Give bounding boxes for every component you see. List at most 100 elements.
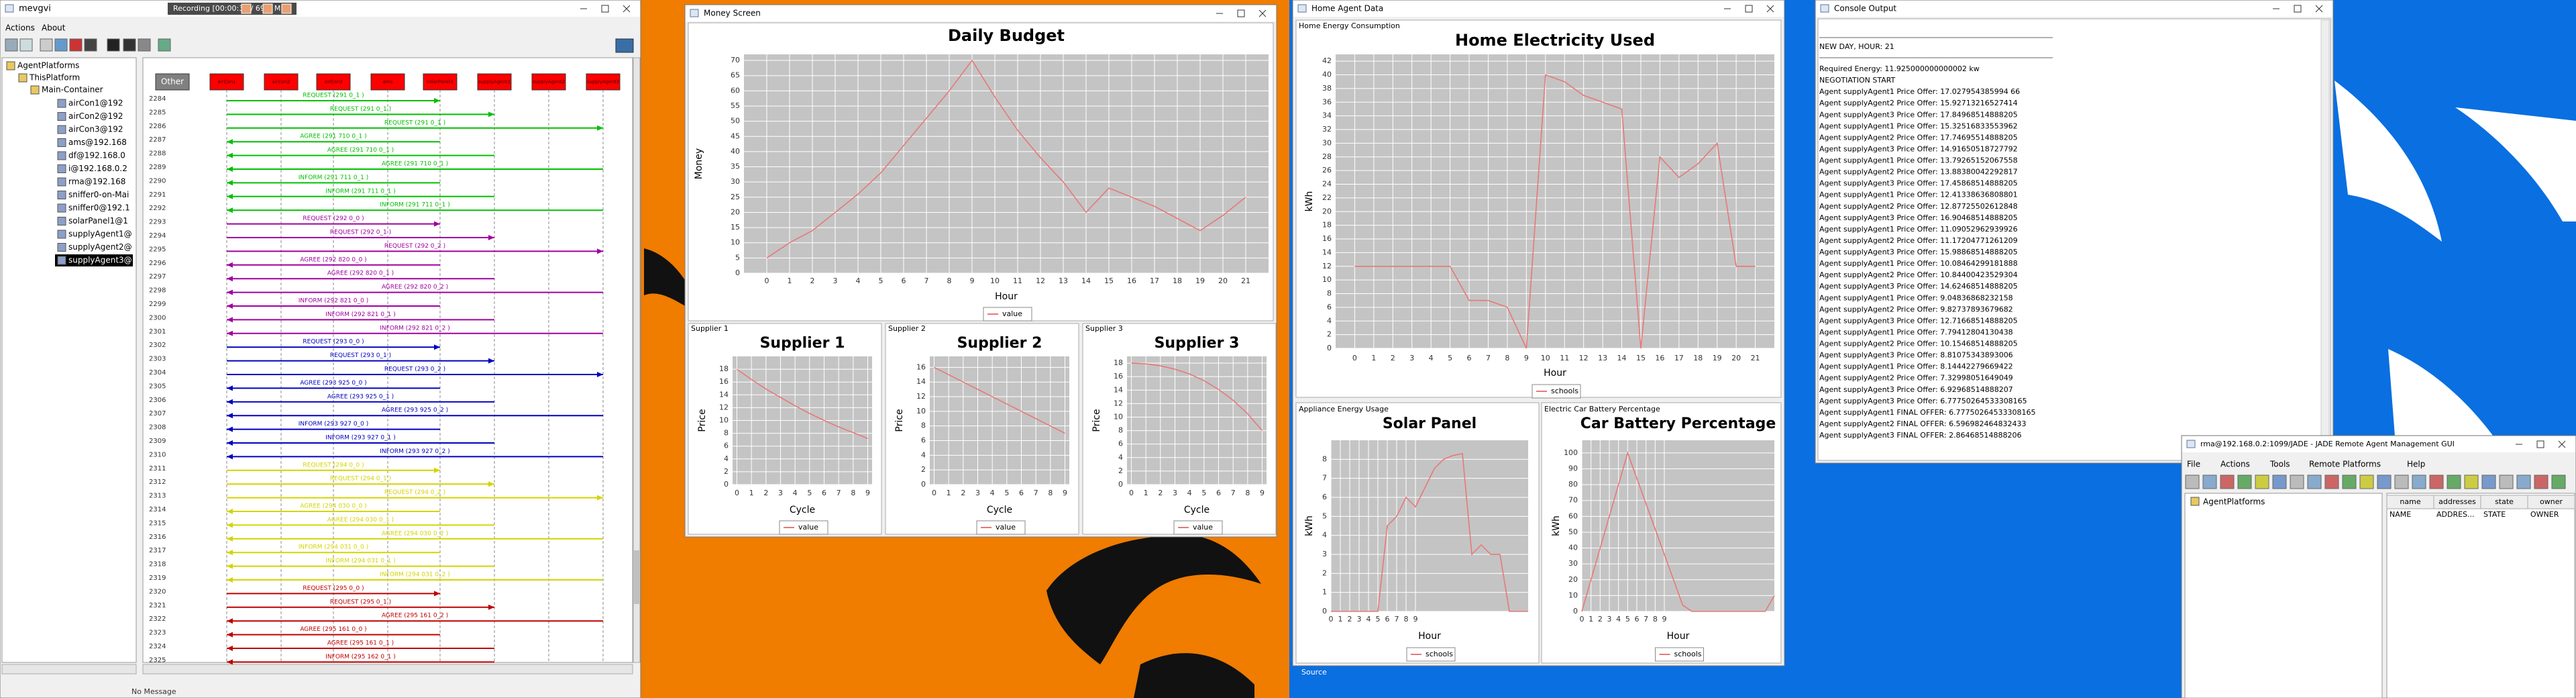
- status-bar: No Message: [131, 687, 176, 696]
- y-tick-label: 2: [1118, 466, 1123, 475]
- y-tick-label: 12: [916, 392, 926, 401]
- console-line: Agent supplyAgent1 Price Offer: 8.144422…: [1819, 362, 2013, 371]
- message-label: AGREE (295 161 0_2 ): [382, 613, 448, 619]
- x-tick-label: 5: [1201, 489, 1206, 497]
- window-title: rma@192.168.0.2:1099/JADE - JADE Remote …: [2200, 440, 2455, 448]
- message-label: INFORM (291 711 0_1 ): [380, 202, 449, 209]
- tree-icon: [57, 230, 66, 239]
- x-tick-label: 7: [1034, 489, 1038, 497]
- y-tick-label: 14: [1322, 248, 1332, 256]
- y-tick-label: 8: [1118, 426, 1123, 435]
- x-tick-label: 19: [1195, 277, 1205, 285]
- x-tick-label: 7: [1231, 489, 1236, 497]
- message-label: REQUEST (294 0_1 ): [330, 476, 391, 483]
- y-tick-label: 3: [1322, 550, 1327, 558]
- x-tick-label: 17: [1674, 354, 1684, 362]
- panel-label: Appliance Energy Usage: [1299, 405, 1389, 413]
- y-tick-label: 4: [1327, 316, 1332, 325]
- y-tick-label: 10: [1114, 412, 1123, 421]
- x-tick-label: 6: [1385, 615, 1390, 624]
- arrow-head: [227, 330, 233, 336]
- y-tick-label: 60: [1568, 511, 1578, 520]
- x-tick-label: 9: [970, 277, 975, 285]
- x-tick-label: 0: [735, 489, 739, 497]
- y-tick-label: 12: [1322, 262, 1332, 270]
- message-number: 2291: [149, 191, 166, 199]
- y-tick-label: 5: [1322, 511, 1327, 520]
- arrow-head: [227, 509, 233, 514]
- x-tick-label: 8: [947, 277, 952, 285]
- agent-box: [316, 73, 351, 91]
- chart-title: Supplier 3: [1155, 335, 1240, 352]
- console-line: Agent supplyAgent3 FINAL OFFER: 2.864685…: [1819, 431, 2022, 440]
- x-axis-label: Cycle: [790, 505, 815, 515]
- x-tick-label: 13: [1059, 277, 1068, 285]
- table-header: [2527, 495, 2575, 509]
- toolbar-button: [2534, 475, 2548, 489]
- y-tick-label: 6: [921, 436, 926, 445]
- tree-icon: [57, 125, 66, 134]
- arrow-head: [227, 289, 233, 295]
- arrow-head: [434, 467, 440, 473]
- x-tick-label: 4: [990, 489, 995, 497]
- legend-label: value: [798, 523, 818, 532]
- toolbar-button: [40, 38, 53, 52]
- message-number: 2298: [149, 287, 166, 295]
- message-number: 2286: [149, 123, 166, 130]
- table: [2386, 493, 2575, 698]
- toolbar-button: [69, 38, 83, 52]
- message-number: 2293: [149, 219, 166, 226]
- x-tick-label: 0: [1352, 354, 1357, 362]
- agent-box: [155, 73, 190, 91]
- x-tick-label: 6: [1019, 489, 1024, 497]
- x-tick-label: 15: [1636, 354, 1646, 362]
- maximize-button: [601, 5, 609, 13]
- plot-area: [1582, 440, 1774, 611]
- x-tick-label: 1: [947, 489, 951, 497]
- message-label: REQUEST (293 0_0 ): [303, 339, 364, 346]
- y-tick-label: 18: [1322, 221, 1332, 230]
- y-tick-label: 2: [1327, 330, 1332, 339]
- desktop-label: Source: [1301, 668, 1327, 677]
- toolbar-button: [2290, 475, 2304, 489]
- x-tick-label: 0: [1329, 615, 1334, 624]
- message-number: 2309: [149, 438, 166, 445]
- y-tick-label: 50: [731, 117, 740, 126]
- message-label: REQUEST (292 0_0 ): [303, 215, 364, 222]
- recording-button: [262, 3, 273, 14]
- x-tick-label: 5: [807, 489, 812, 497]
- y-tick-label: 4: [1118, 453, 1123, 462]
- message-number: 2320: [149, 588, 166, 595]
- y-tick-label: 6: [1322, 493, 1327, 501]
- tree-item: AgentPlatforms: [17, 61, 79, 70]
- console-line: Agent supplyAgent3 Price Offer: 6.929685…: [1819, 385, 2013, 394]
- column-header: owner: [2540, 497, 2563, 506]
- title-bar: [686, 5, 1276, 21]
- message-label: REQUEST (291 0_1 ): [384, 119, 445, 126]
- message-label: REQUEST (295 0_1 ): [330, 599, 391, 605]
- scroll-thumb: [634, 550, 639, 604]
- arrow-head: [227, 385, 233, 391]
- x-tick-label: 6: [1467, 354, 1472, 362]
- console-line: Agent supplyAgent3 Price Offer: 17.45868…: [1819, 179, 2018, 188]
- x-tick-label: 4: [856, 277, 861, 285]
- x-tick-label: 21: [1241, 277, 1250, 285]
- maximize-button: [1237, 9, 1245, 17]
- arrow-head: [227, 577, 233, 583]
- x-tick-label: 5: [879, 277, 883, 285]
- table-cell: ADDRES...: [2436, 510, 2475, 519]
- agent-label: solarPanel1: [427, 79, 453, 85]
- toolbar-button: [107, 38, 120, 52]
- maximize-button: [2294, 5, 2302, 13]
- x-tick-label: 2: [1348, 615, 1352, 624]
- data-line: [1581, 451, 1775, 612]
- message-number: 2304: [149, 369, 166, 377]
- toolbar-button: [138, 38, 151, 52]
- y-tick-label: 0: [735, 268, 740, 277]
- arrow-head: [227, 166, 233, 172]
- x-tick-label: 3: [1607, 615, 1612, 624]
- message-label: INFORM (293 927 0_1 ): [325, 435, 395, 442]
- message-label: AGREE (294 030 0_0 ): [300, 503, 366, 510]
- tree-icon: [2190, 497, 2200, 506]
- x-tick-label: 2: [1158, 489, 1163, 497]
